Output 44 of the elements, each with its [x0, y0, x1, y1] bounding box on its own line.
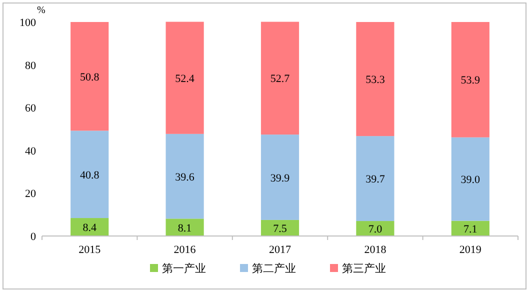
data-label: 50.8: [80, 71, 100, 84]
data-label: 53.9: [460, 74, 481, 87]
data-label: 39.6: [175, 171, 195, 184]
x-tick-label: 2016: [174, 244, 196, 256]
y-tick-label: 80: [25, 60, 36, 72]
y-tick-label: 100: [20, 17, 36, 29]
bar: [166, 218, 204, 236]
y-tick-label: 20: [25, 188, 36, 200]
bar: [451, 220, 490, 236]
data-label: 7.5: [273, 222, 288, 235]
x-tick-label: 2015: [78, 244, 102, 256]
data-label: 52.7: [270, 73, 290, 86]
bar: [260, 134, 300, 220]
data-label: 52.4: [175, 72, 195, 85]
bar: [70, 22, 109, 131]
y-tick-label: 60: [25, 102, 36, 115]
legend-label: 第三产业: [342, 262, 386, 275]
data-label: 40.8: [80, 169, 100, 182]
x-tick-label: 2018: [364, 244, 387, 256]
bar: [260, 220, 300, 236]
bar: [166, 134, 204, 219]
legend-label: 第一产业: [162, 262, 206, 275]
data-label: 39.0: [460, 174, 481, 186]
x-tick-label: 2017: [269, 244, 292, 256]
bar: [451, 137, 490, 221]
bar: [260, 22, 300, 135]
data-label: 8.4: [82, 222, 97, 234]
bar: [451, 22, 490, 138]
data-label: 7.1: [464, 223, 478, 236]
bar: [70, 130, 109, 218]
data-label: 39.9: [270, 172, 290, 184]
data-label: 53.3: [366, 74, 386, 86]
data-label: 8.1: [178, 222, 192, 234]
data-label: 39.7: [366, 174, 386, 186]
bar: [166, 22, 204, 134]
bar: [356, 136, 394, 222]
y-axis-title: %: [37, 5, 46, 16]
bar: [70, 218, 109, 236]
data-label: 7.0: [368, 224, 383, 236]
bar: [356, 22, 394, 136]
y-tick-label: 40: [25, 145, 36, 158]
legend-label: 第二产业: [252, 262, 296, 275]
x-tick-label: 2019: [459, 244, 482, 256]
y-tick-label: 0: [30, 231, 36, 243]
